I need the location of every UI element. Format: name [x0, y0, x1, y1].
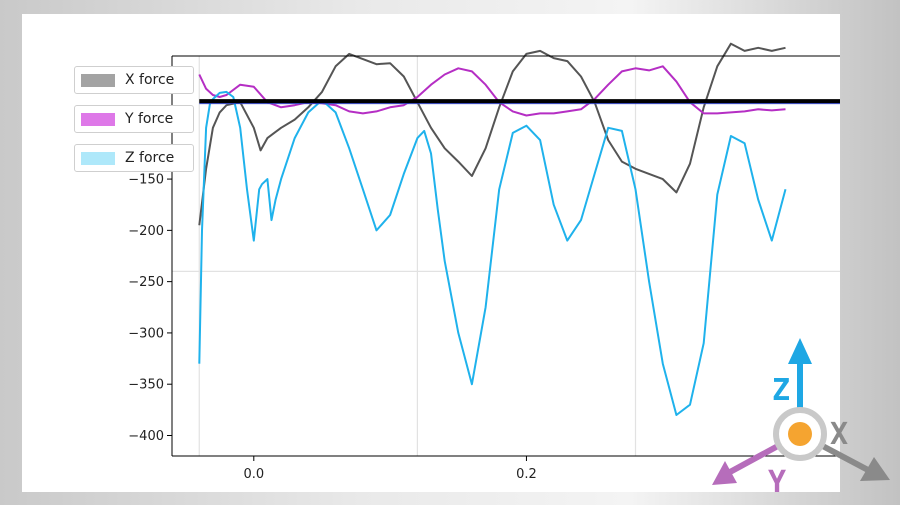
x-tick-label-1: 0.2	[516, 467, 537, 482]
y-tick-label-5: −350	[128, 378, 164, 393]
baseline	[199, 99, 840, 105]
legend-swatch-y-force	[81, 112, 115, 126]
legend-label-z-force: Z force	[125, 150, 175, 166]
y-tick-label-4: −300	[128, 326, 164, 341]
y-axis-label: Y	[768, 465, 786, 500]
y-arrow-head	[712, 461, 737, 485]
series-line-y-force	[198, 65, 786, 117]
legend-entry-z-force: Z force	[74, 144, 194, 172]
series-line-z-force	[198, 90, 787, 416]
y-tick-label-6: −400	[128, 429, 164, 444]
grid-lines	[172, 56, 840, 456]
y-tick-label-2: −200	[128, 224, 164, 239]
legend-label-x-force: X force	[125, 72, 175, 88]
y-tick-label-3: −250	[128, 275, 164, 290]
x-axis-label: X	[830, 417, 848, 452]
legend-swatch-x-force	[81, 73, 115, 87]
x-arrow-head	[860, 457, 890, 481]
legend-label-y-force: Y force	[125, 111, 174, 127]
legend-entry-x-force: X force	[74, 66, 194, 94]
origin-dot	[788, 422, 812, 446]
z-axis-label: Z	[772, 373, 790, 408]
x-tick-label-0: 0.0	[243, 467, 264, 482]
axes-orientation-widget: Z X Y	[712, 338, 890, 500]
legend-entry-y-force: Y force	[74, 105, 194, 133]
legend-swatch-z-force	[81, 151, 115, 165]
series-lines	[198, 42, 787, 416]
z-arrow-head	[788, 338, 812, 364]
series-line-x-force	[198, 42, 786, 226]
y-tick-label-1: −150	[128, 173, 164, 188]
